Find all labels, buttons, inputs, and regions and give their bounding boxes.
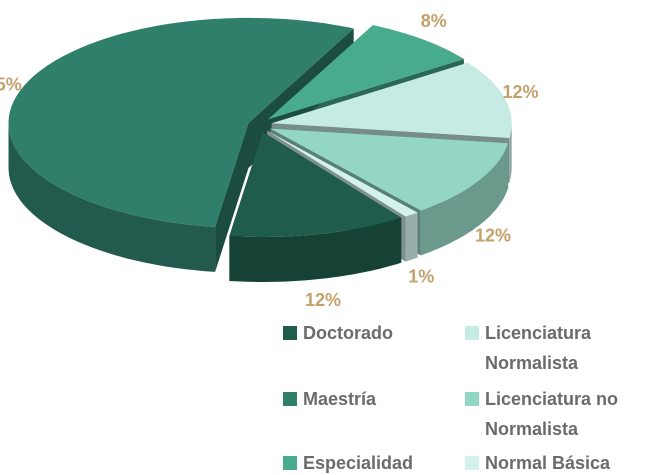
- legend-label: Normal Básica: [485, 453, 611, 473]
- legend-item: Maestría: [283, 384, 458, 414]
- legend-item: Licenciatura Normalista: [465, 318, 655, 378]
- data-label: 12%: [475, 225, 511, 245]
- slice-wall: [509, 123, 512, 183]
- legend-swatch: [465, 392, 479, 406]
- slice: [267, 130, 418, 217]
- legend-item: Especialidad: [283, 448, 458, 475]
- legend-label: Licenciatura Normalista: [485, 323, 592, 373]
- legend-item: Normal Básica: [465, 448, 655, 475]
- legend-swatch: [465, 326, 479, 340]
- slice: [267, 25, 464, 120]
- legend-swatch: [283, 326, 297, 340]
- slice-side: [215, 122, 249, 272]
- slice: [8, 17, 354, 227]
- slice: [271, 62, 512, 138]
- legend-label: Especialidad: [303, 453, 414, 473]
- data-label: 12%: [502, 82, 538, 102]
- slice: [229, 132, 402, 237]
- legend-swatch: [465, 456, 479, 470]
- legend-label: Licenciatura no Normalista: [485, 389, 619, 439]
- slice-wall: [405, 212, 418, 262]
- data-label: 8%: [421, 11, 447, 31]
- slice-wall: [420, 143, 509, 256]
- legend-label: Maestría: [303, 389, 377, 409]
- slice: [270, 128, 509, 211]
- legend-label: Doctorado: [303, 323, 393, 343]
- legend-item: Doctorado: [283, 318, 458, 348]
- data-label: 1%: [408, 267, 434, 287]
- slice-wall: [229, 217, 402, 282]
- legend-item: Licenciatura no Normalista: [465, 384, 655, 444]
- legend-swatch: [283, 392, 297, 406]
- data-label: 55%: [0, 74, 22, 94]
- data-label: 12%: [305, 290, 341, 310]
- slice-wall: [8, 122, 216, 272]
- legend-swatch: [283, 456, 297, 470]
